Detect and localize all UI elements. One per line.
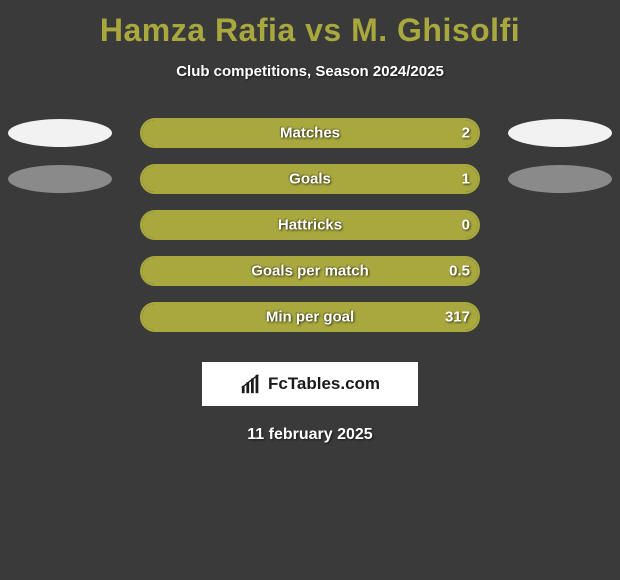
ellipse-left <box>8 165 112 193</box>
ellipse-right <box>508 165 612 193</box>
stat-value-right: 1 <box>462 171 470 188</box>
ellipse-left <box>8 119 112 147</box>
stat-label: Min per goal <box>266 309 354 326</box>
page-title: Hamza Rafia vs M. Ghisolfi <box>0 0 620 49</box>
stat-row: Goals per match 0.5 <box>0 256 620 286</box>
stat-value-right: 2 <box>462 125 470 142</box>
stat-row: Goals 1 <box>0 164 620 194</box>
stat-value-right: 0.5 <box>449 263 470 280</box>
subtitle: Club competitions, Season 2024/2025 <box>0 63 620 80</box>
logo-text: FcTables.com <box>268 374 380 394</box>
stat-label: Matches <box>280 125 340 142</box>
stat-label: Goals per match <box>251 263 369 280</box>
chart-icon <box>240 373 262 395</box>
stat-row: Hattricks 0 <box>0 210 620 240</box>
stat-row: Min per goal 317 <box>0 302 620 332</box>
ellipse-right <box>508 119 612 147</box>
logo-box: FcTables.com <box>202 362 418 406</box>
date-label: 11 february 2025 <box>0 426 620 444</box>
stats-container: Matches 2 Goals 1 Hattricks 0 Goals per match 0… <box>0 118 620 332</box>
stat-label: Hattricks <box>278 217 342 234</box>
stat-value-right: 317 <box>445 309 470 326</box>
stat-value-right: 0 <box>462 217 470 234</box>
stat-row: Matches 2 <box>0 118 620 148</box>
stat-label: Goals <box>289 171 331 188</box>
